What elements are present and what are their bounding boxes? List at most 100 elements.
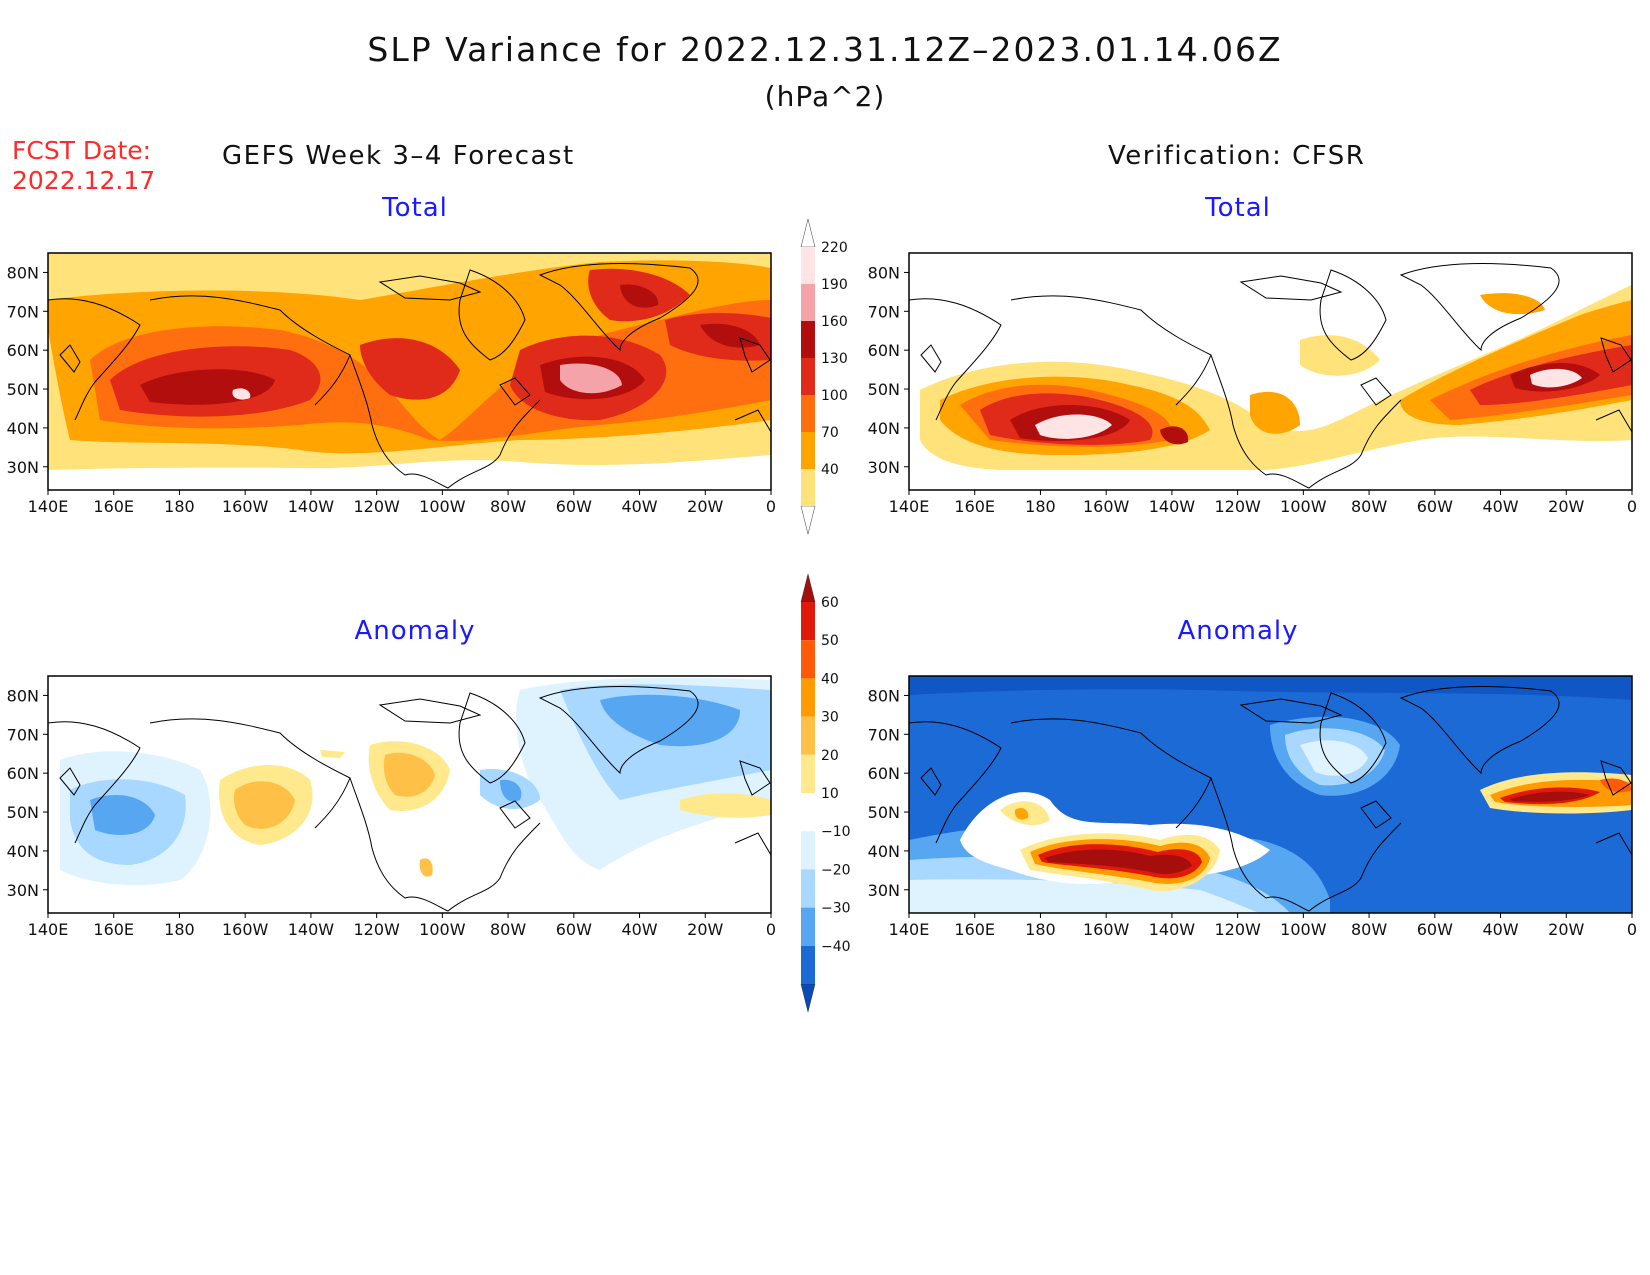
lon-tick-label: 80W <box>1351 920 1387 939</box>
colorbar-swatch <box>801 358 815 395</box>
colorbar-label: 160 <box>821 314 848 330</box>
lat-tick-label: 60N <box>7 341 39 360</box>
colorbar-swatch <box>801 432 815 469</box>
lon-tick-label: 40W <box>621 920 657 939</box>
lon-tick-label: 160E <box>954 920 995 939</box>
colorbar-lower-arrow <box>800 983 816 1013</box>
lon-tick-label: 0 <box>1627 920 1637 939</box>
lon-tick-label: 140E <box>889 497 930 516</box>
colorbar-label: 130 <box>821 351 848 367</box>
lat-tick-label: 50N <box>7 380 39 399</box>
lat-tick-label: 40N <box>7 419 39 438</box>
colorbar-label: −20 <box>821 862 851 878</box>
colorbar-swatch <box>801 793 815 832</box>
colorbar-label: 20 <box>821 748 839 764</box>
lon-tick-label: 160W <box>1083 497 1130 516</box>
panel-subtitle-forecast-anomaly: Anomaly <box>354 616 476 646</box>
verification-anomaly-map <box>909 676 1632 913</box>
lon-tick-label: 140W <box>1149 497 1196 516</box>
colorbar-swatch <box>801 247 815 284</box>
panel-subtitle-verification-anomaly: Anomaly <box>1177 616 1299 646</box>
lon-tick-label: 40W <box>1482 497 1518 516</box>
colorbar-label: 40 <box>821 671 839 687</box>
lat-tick-label: 50N <box>868 380 900 399</box>
colorbar-label: 60 <box>821 595 839 611</box>
lon-tick-label: 0 <box>766 497 776 516</box>
colorbar-upper-arrow <box>800 218 816 248</box>
colorbar-swatch <box>801 284 815 321</box>
lat-tick-label: 50N <box>868 803 900 822</box>
lat-tick-label: 50N <box>7 803 39 822</box>
lon-tick-label: 20W <box>1548 497 1584 516</box>
lon-tick-label: 120W <box>1214 497 1261 516</box>
colorbar-label: −10 <box>821 824 851 840</box>
colorbar-label: 30 <box>821 710 839 726</box>
verification-total-map <box>909 253 1632 490</box>
lon-tick-label: 160W <box>222 920 269 939</box>
panel-subtitle-verification-total: Total <box>1205 193 1271 223</box>
forecast-total-map <box>48 253 771 490</box>
colorbar-lower-arrow <box>800 505 816 535</box>
forecast-date-value: 2022.12.17 <box>12 166 156 195</box>
lon-tick-label: 140W <box>1149 920 1196 939</box>
colorbar-swatch <box>801 754 815 793</box>
lon-tick-label: 60W <box>556 497 592 516</box>
lon-tick-label: 60W <box>1417 920 1453 939</box>
colorbar-label: 40 <box>821 462 839 478</box>
lon-tick-label: 120W <box>1214 920 1261 939</box>
lon-tick-label: 60W <box>1417 497 1453 516</box>
lon-tick-label: 180 <box>164 920 195 939</box>
lon-tick-label: 60W <box>556 920 592 939</box>
colorbar-swatch <box>801 640 815 679</box>
lon-tick-label: 160W <box>222 497 269 516</box>
panel-subtitle-forecast-total: Total <box>382 193 448 223</box>
colorbar-swatch <box>801 321 815 358</box>
lat-tick-label: 30N <box>868 458 900 477</box>
lon-tick-label: 140W <box>288 920 335 939</box>
lon-tick-label: 20W <box>687 920 723 939</box>
lon-tick-label: 160E <box>954 497 995 516</box>
lon-tick-label: 180 <box>1025 497 1056 516</box>
colorbar-swatch <box>801 907 815 946</box>
lat-tick-label: 30N <box>868 881 900 900</box>
colorbar-swatch <box>801 716 815 755</box>
colorbar-label: −30 <box>821 901 851 917</box>
colorbar-swatch <box>801 869 815 908</box>
colorbar-anomaly: 60 50 40 30 20 10 −10 −20 −30 −40 <box>800 573 851 1013</box>
lon-tick-label: 100W <box>419 497 466 516</box>
colorbar-label: 50 <box>821 633 839 649</box>
right-column-title: Verification: CFSR <box>1108 141 1366 171</box>
colorbar-swatch <box>801 945 815 984</box>
colorbar-label: −40 <box>821 939 851 955</box>
lon-tick-label: 20W <box>687 497 723 516</box>
lat-tick-label: 60N <box>7 764 39 783</box>
lat-tick-label: 70N <box>868 302 900 321</box>
lat-tick-label: 40N <box>868 419 900 438</box>
lat-tick-label: 70N <box>7 725 39 744</box>
lon-tick-label: 100W <box>419 920 466 939</box>
colorbar-label: 190 <box>821 277 848 293</box>
forecast-date-label: FCST Date: <box>12 136 152 165</box>
lat-tick-label: 30N <box>7 458 39 477</box>
units-label: (hPa^2) <box>764 80 886 113</box>
lon-tick-label: 180 <box>1025 920 1056 939</box>
lat-tick-label: 70N <box>7 302 39 321</box>
lon-tick-label: 40W <box>1482 920 1518 939</box>
chart-title: SLP Variance for 2022.12.31.12Z–2023.01.… <box>367 30 1283 69</box>
lat-tick-label: 40N <box>868 842 900 861</box>
lon-tick-label: 140W <box>288 497 335 516</box>
lon-tick-label: 120W <box>353 497 400 516</box>
lon-tick-label: 160W <box>1083 920 1130 939</box>
lon-tick-label: 20W <box>1548 920 1584 939</box>
colorbar-total: 220 190 160 130 100 70 40 <box>800 218 848 535</box>
lat-tick-label: 60N <box>868 764 900 783</box>
lon-tick-label: 0 <box>766 920 776 939</box>
lon-tick-label: 100W <box>1280 497 1327 516</box>
axes-layer: 80N 70N 60N 50N 40N 30N 140E 160E 180 160W 140W 120… <box>7 263 1637 939</box>
lat-tick-label: 80N <box>7 686 39 705</box>
lat-tick-label: 80N <box>868 263 900 282</box>
lon-tick-label: 140E <box>889 920 930 939</box>
colorbar-swatch <box>801 469 815 506</box>
colorbar-label: 70 <box>821 425 839 441</box>
